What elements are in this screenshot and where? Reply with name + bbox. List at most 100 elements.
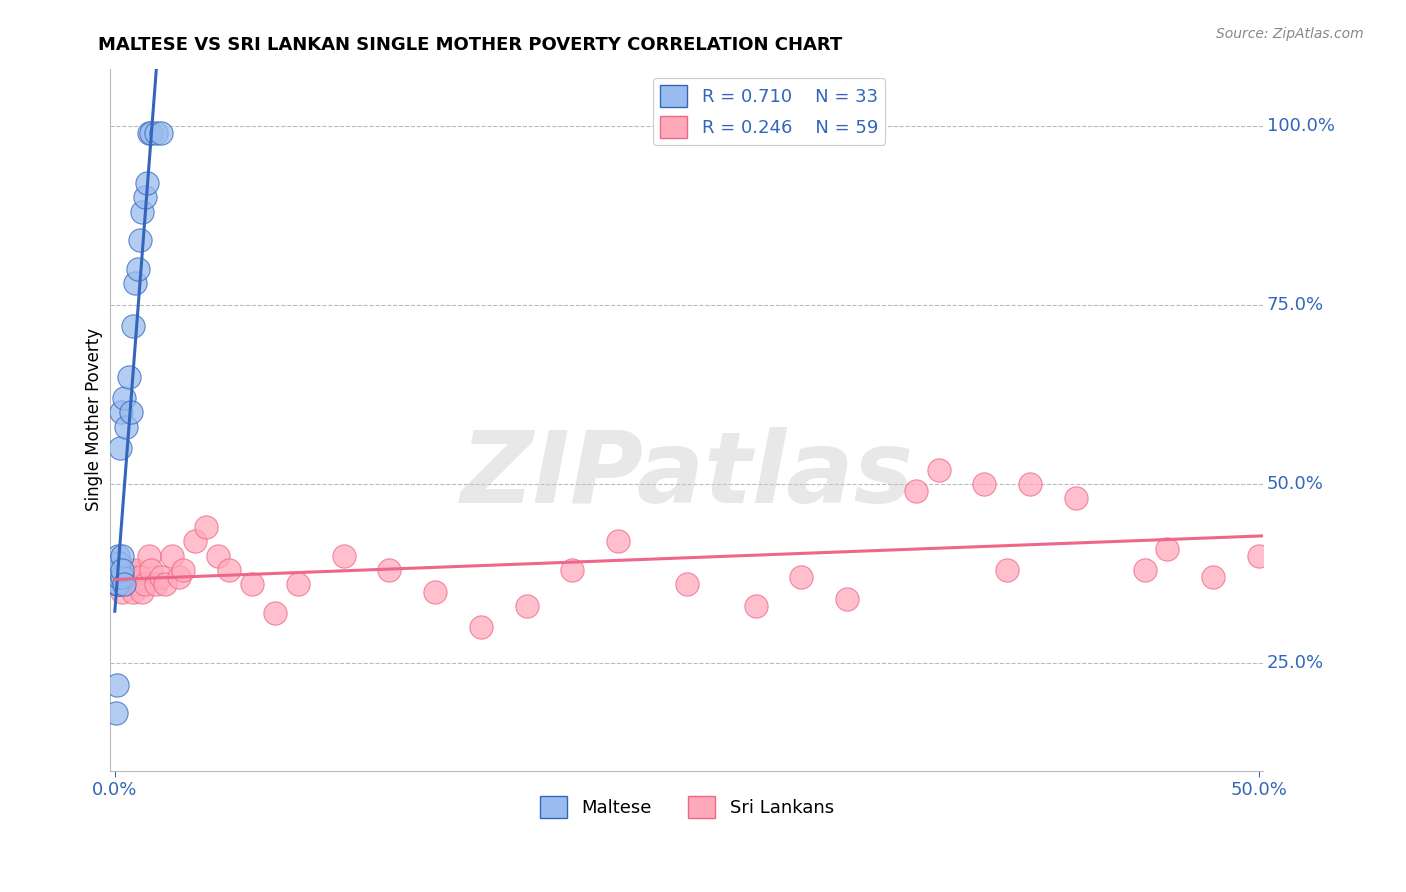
Point: [138, 126, 160, 140]
Text: 50.0%: 50.0%: [1267, 475, 1324, 493]
Point: [561, 563, 583, 577]
Point: [107, 563, 129, 577]
Point: [928, 463, 950, 477]
Point: [516, 599, 538, 613]
Point: [115, 577, 138, 591]
Point: [904, 484, 927, 499]
Point: [240, 577, 263, 591]
Point: [470, 620, 492, 634]
Point: [115, 563, 138, 577]
Point: [117, 563, 139, 577]
Point: [105, 570, 128, 584]
Point: [107, 563, 129, 577]
Point: [111, 549, 134, 563]
Point: [160, 549, 183, 563]
Point: [184, 534, 207, 549]
Point: [112, 577, 135, 591]
Point: [153, 577, 176, 591]
Point: [141, 563, 163, 577]
Point: [108, 442, 131, 456]
Point: [110, 405, 132, 419]
Point: [115, 419, 138, 434]
Y-axis label: Single Mother Poverty: Single Mother Poverty: [86, 328, 103, 511]
Point: [835, 591, 858, 606]
Point: [108, 556, 131, 570]
Point: [131, 584, 153, 599]
Point: [122, 319, 145, 334]
Legend: Maltese, Sri Lankans: Maltese, Sri Lankans: [533, 789, 841, 825]
Point: [127, 262, 149, 277]
Point: [111, 563, 134, 577]
Text: MALTESE VS SRI LANKAN SINGLE MOTHER POVERTY CORRELATION CHART: MALTESE VS SRI LANKAN SINGLE MOTHER POVE…: [98, 36, 842, 54]
Point: [287, 577, 309, 591]
Point: [105, 563, 128, 577]
Point: [149, 570, 172, 584]
Point: [112, 391, 135, 405]
Point: [108, 577, 131, 591]
Point: [111, 584, 134, 599]
Point: [378, 563, 401, 577]
Point: [122, 584, 145, 599]
Point: [1156, 541, 1178, 556]
Point: [117, 369, 139, 384]
Point: [105, 577, 128, 591]
Point: [141, 126, 163, 140]
Point: [115, 570, 138, 584]
Text: 25.0%: 25.0%: [1267, 654, 1324, 673]
Point: [111, 570, 134, 584]
Text: 100.0%: 100.0%: [1267, 117, 1334, 135]
Point: [112, 577, 135, 591]
Text: Source: ZipAtlas.com: Source: ZipAtlas.com: [1216, 27, 1364, 41]
Point: [134, 190, 156, 204]
Point: [1019, 477, 1042, 491]
Point: [135, 176, 157, 190]
Point: [127, 577, 149, 591]
Point: [131, 204, 153, 219]
Point: [790, 570, 813, 584]
Point: [120, 577, 142, 591]
Point: [425, 584, 447, 599]
Point: [138, 549, 160, 563]
Point: [108, 563, 131, 577]
Point: [105, 678, 128, 692]
Point: [111, 563, 134, 577]
Point: [264, 606, 287, 620]
Point: [108, 570, 131, 584]
Point: [995, 563, 1018, 577]
Text: ZIPatlas: ZIPatlas: [460, 427, 914, 524]
Point: [218, 563, 240, 577]
Point: [207, 549, 229, 563]
Point: [149, 126, 172, 140]
Text: 75.0%: 75.0%: [1267, 296, 1324, 314]
Point: [195, 520, 218, 534]
Point: [112, 570, 135, 584]
Point: [1202, 570, 1225, 584]
Point: [134, 577, 156, 591]
Point: [122, 570, 145, 584]
Point: [145, 577, 167, 591]
Point: [129, 570, 152, 584]
Point: [124, 563, 146, 577]
Point: [129, 234, 152, 248]
Point: [105, 563, 128, 577]
Point: [167, 570, 190, 584]
Point: [104, 706, 127, 721]
Point: [676, 577, 699, 591]
Point: [111, 577, 134, 591]
Point: [744, 599, 766, 613]
Point: [120, 570, 142, 584]
Point: [172, 563, 194, 577]
Point: [108, 570, 131, 584]
Point: [107, 549, 129, 563]
Point: [1064, 491, 1087, 506]
Point: [973, 477, 995, 491]
Point: [332, 549, 354, 563]
Point: [107, 577, 129, 591]
Point: [145, 126, 167, 140]
Point: [1133, 563, 1156, 577]
Point: [120, 405, 142, 419]
Point: [107, 570, 129, 584]
Point: [1247, 549, 1270, 563]
Point: [124, 277, 146, 291]
Point: [607, 534, 630, 549]
